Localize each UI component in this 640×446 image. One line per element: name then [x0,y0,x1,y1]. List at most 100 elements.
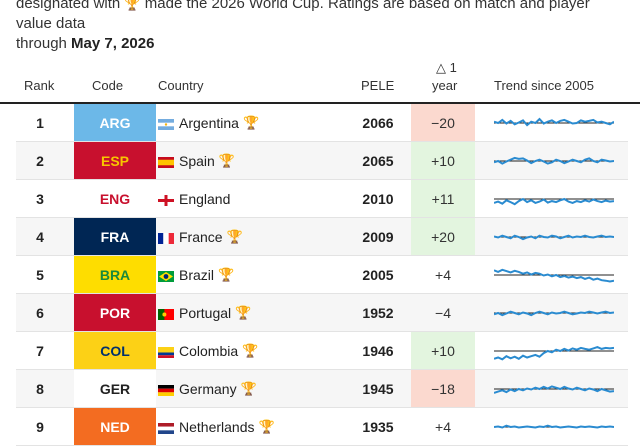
country-name: France [179,228,223,245]
country-cell[interactable]: Portugal 🏆 [156,294,358,331]
spain-flag-icon [158,155,174,168]
country-cell[interactable]: Brazil 🏆 [156,256,358,293]
header-delta-unit[interactable]: year [432,78,458,93]
pele-cell: 2066 [362,114,394,131]
country-name: England [179,190,231,207]
table-row[interactable]: 2 ESP Spain 🏆 2065 +10 [16,142,628,180]
table-row[interactable]: 5 BRA Brazil 🏆 2005 +4 [16,256,628,294]
delta-cell: +20 [411,218,475,255]
france-flag-icon [158,231,174,244]
country-cell[interactable]: England [156,180,358,217]
code-cell: FRA [74,218,156,255]
delta-cell: −18 [411,370,475,407]
country-cell[interactable]: Colombia 🏆 [156,332,358,369]
country-name: Spain [179,152,215,169]
trend-sparkline [494,332,618,369]
trend-line [494,424,614,429]
sparkline-svg [494,117,614,126]
pele-cell: 1946 [362,342,394,359]
trend-sparkline [494,142,618,179]
rank-cell: 9 [36,418,44,435]
pele-cell: 2010 [362,190,394,207]
rank-cell: 7 [36,342,44,359]
delta-cell: +4 [435,418,451,435]
trophy-icon: 🏆 [218,266,235,282]
table-row[interactable]: 6 POR Portugal 🏆 1952 −4 [16,294,628,332]
trophy-icon: 🏆 [242,114,260,130]
trophy-icon: 🏆 [226,228,243,244]
pele-cell: 2005 [362,266,394,283]
pele-cell: 1945 [362,380,394,397]
code-cell: POR [74,294,156,331]
country-name: Netherlands [179,418,255,435]
germany-flag-icon [158,383,174,396]
code-cell: ESP [74,142,156,179]
trend-line [494,117,614,126]
sparkline-svg [494,345,614,360]
header-delta-symbol[interactable]: △ 1 [436,60,457,75]
country-cell[interactable]: Netherlands 🏆 [156,408,358,445]
trend-sparkline [494,370,618,407]
intro-line1-suffix: made the 2026 World Cup. Ratings are bas… [16,0,590,32]
trophy-icon: 🏆 [242,342,259,358]
table-header: Rank Code Country PELE △ 1 year Trend si… [0,58,640,104]
delta-cell: +4 [435,266,451,283]
trophy-icon: 🏆 [124,0,141,11]
country-cell[interactable]: France 🏆 [156,218,358,255]
country-name: Argentina [179,114,239,131]
sparkline-svg [494,310,614,316]
delta-cell: +11 [411,180,475,217]
country-cell[interactable]: Germany 🏆 [156,370,358,407]
table-row[interactable]: 9 NED Netherlands 🏆 1935 +4 [16,408,628,446]
trophy-icon: 🏆 [218,152,235,168]
trend-sparkline [494,104,618,141]
table-row[interactable]: 7 COL Colombia 🏆 1946 +10 [16,332,628,370]
table-row[interactable]: 4 FRA France 🏆 2009 +20 [16,218,628,256]
england-flag-icon [158,193,174,206]
sparkline-svg [494,268,614,283]
delta-cell: +10 [411,142,475,179]
trend-line [494,310,614,316]
table-row[interactable]: 8 GER Germany 🏆 1945 −18 [16,370,628,408]
sparkline-svg [494,197,614,205]
code-cell: BRA [74,256,156,293]
rank-cell: 1 [36,114,44,131]
trend-sparkline [494,256,618,293]
header-trend: Trend since 2005 [494,78,594,93]
trend-line [494,156,614,165]
trend-sparkline [494,180,618,217]
table-row[interactable]: 1 ARG Argentina 🏆 2066 −20 [16,104,628,142]
trophy-icon: 🏆 [235,304,252,320]
rank-cell: 3 [36,190,44,207]
trend-sparkline [494,218,618,255]
country-name: Germany [179,380,237,397]
colombia-flag-icon [158,345,174,358]
country-name: Brazil [179,266,215,283]
trend-line [494,268,614,283]
rank-cell: 6 [36,304,44,321]
header-code[interactable]: Code [92,78,124,93]
pele-cell: 2009 [362,228,394,245]
table-row[interactable]: 3 ENG England 2010 +11 [16,180,628,218]
header-pele[interactable]: PELE [361,78,395,93]
trophy-icon: 🏆 [240,380,257,396]
header-country[interactable]: Country [158,78,204,93]
trend-line [494,384,614,394]
pele-cell: 1952 [362,304,394,321]
rank-cell: 8 [36,380,44,397]
netherlands-flag-icon [158,421,174,434]
header-rank[interactable]: Rank [24,78,55,93]
delta-cell: +10 [411,332,475,369]
sparkline-svg [494,156,614,165]
trend-line [494,197,614,205]
code-cell: COL [74,332,156,369]
intro-line1-prefix: designated with [16,0,121,12]
country-cell[interactable]: Argentina 🏆 [156,104,358,141]
delta-cell: −20 [411,104,475,141]
rank-cell: 4 [36,228,44,245]
intro-text: designated with 🏆 made the 2026 World Cu… [16,0,628,54]
country-cell[interactable]: Spain 🏆 [156,142,358,179]
pele-cell: 2065 [362,152,394,169]
brazil-flag-icon [158,269,174,282]
sparkline-svg [494,424,614,429]
